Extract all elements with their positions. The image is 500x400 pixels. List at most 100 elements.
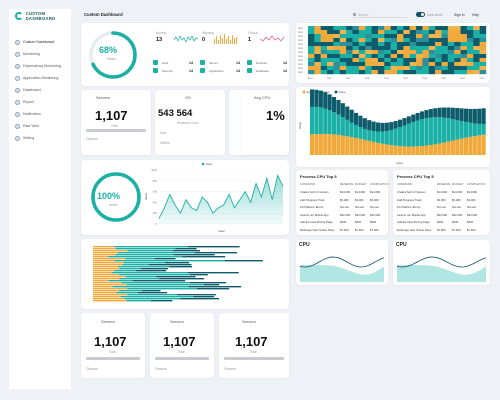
heatmap-cell [365,70,372,75]
heatmap-cell [416,42,423,47]
brand[interactable]: CUSTOM DASHBOARD [15,11,71,21]
heatmap-cell [339,54,347,59]
heatmap-cell [314,70,321,75]
heatmap-cell [339,26,347,31]
table-row[interactable]: Add the New Pricing Page $400 $400 $400 [397,220,485,224]
sign-in-link[interactable]: Sign In [454,13,465,17]
sidebar-item[interactable]: Dependency Monitoring [12,60,70,72]
table-row[interactable]: Launch our Mobile App $32,000 $32,000 $32,0… [300,213,388,217]
bar-segment [371,141,376,155]
stat-foot: Observe [86,137,99,141]
table-row[interactable]: Fix Platform Errors Not set Not set Not set [397,205,485,209]
heatmap-cell [397,54,404,59]
stat-value: 1,107 [163,334,196,349]
table-row[interactable]: Redesign New Online Shop $7,600 $7,600 $7,6… [397,228,485,232]
table-cell: $3,000 [437,197,446,202]
bar-segment [428,117,433,145]
checkbox-icon[interactable] [247,68,252,73]
table-row[interactable]: Chakra Soft UI Version $14,000 $14,000 $14,… [300,190,388,194]
heatmap-cell [314,30,321,35]
heatmap-cell [333,26,340,31]
stat-sub: Total [111,124,118,128]
sidebar-item[interactable]: Report [12,96,70,108]
sidebar-item[interactable]: Notification [12,108,70,120]
checkbox-icon[interactable] [200,68,205,73]
status-label: Status [107,57,117,61]
table-cell: Chakra Soft UI Version [397,190,426,194]
bar-segment [127,288,197,290]
bar-segment [116,292,138,294]
heatmap-cell [441,38,449,43]
table-row[interactable]: Add Progress Track $3,000 $3,000 $3,000 [397,198,485,202]
sidebar-item[interactable]: Raw View [12,120,70,132]
active-gauge [91,172,141,222]
bar-segment [93,280,109,282]
sidebar-item[interactable]: Setting [12,132,70,144]
logo-icon [15,12,23,20]
checkbox-icon[interactable] [200,60,205,65]
table-row[interactable]: Launch our Mobile App $32,000 $32,000 $32,0… [397,213,485,217]
heatmap-cell [454,26,461,31]
search-input[interactable]: Search [353,12,407,18]
dark-mode-toggle[interactable] [416,12,425,17]
help-link[interactable]: Help [472,13,479,17]
bar-segment [93,292,117,294]
process-table-1: Process CPU Top 5 COMMAND RESERVE BUDGET CO… [296,170,389,235]
bar-segment [428,109,433,118]
sidebar-item-label: Monitoring [23,52,40,56]
heatmap-cell [403,34,410,39]
sidebar-item[interactable]: Custom Dashboard [12,36,70,48]
bar-segment [93,248,116,250]
table-cell: $7,600 [437,227,446,232]
checkbox-icon[interactable] [247,60,252,65]
bar-segment [477,108,482,124]
heatmap-col-label: Item [327,77,332,80]
bar-segment [121,282,190,284]
checkbox-icon[interactable] [153,60,158,65]
checkbox-icon[interactable] [153,68,158,73]
heatmap-cell [416,54,423,59]
x-axis-label: Label [218,229,225,233]
heatmap-cell [435,62,442,67]
area-card: 100% Active Value 1000 800 600 400 200 0 Label V… [81,160,289,235]
heatmap-cell [320,46,328,51]
table-cell: Not set [437,205,446,209]
heatmap-cell [435,70,442,75]
bar-segment [93,278,120,280]
table-row[interactable]: Add Progress Track $3,000 $3,000 $3,000 [300,198,388,202]
table-row[interactable]: Add the New Pricing Page $400 $400 $400 [300,220,388,224]
heatmap-cell [454,42,461,47]
table-row[interactable]: Fix Platform Errors Not set Not set Not set [300,205,388,209]
sidebar-item[interactable]: Dashboard [12,84,70,96]
bar-segment [194,252,238,254]
bar-segment [111,272,188,274]
heatmap-col-label: Item [308,77,313,80]
heatmap-cell [377,38,385,43]
stat-title: Servers [96,95,110,100]
column-header: COMMAND [300,182,315,186]
heatmap-cell [377,66,385,71]
cpu-title: CPU [396,242,407,248]
sidebar-item[interactable]: Application Monitoring [12,72,70,84]
y-tick-label: 0 [156,222,158,226]
bar-segment [93,286,113,288]
heatmap-cell [409,34,417,39]
heatmap-cell [327,66,334,71]
heatmap-col-label: Item [384,77,389,80]
heatmap-cell [320,38,328,43]
heatmap-cell [352,54,360,59]
table-row[interactable]: Redesign New Online Shop $7,600 $7,600 $7,6… [300,228,388,232]
bar-segment [115,248,176,250]
heatmap-cell [346,54,353,59]
bar-segment [93,272,112,274]
table-cell: Redesign New Online Shop [300,227,335,232]
bar-segment [314,89,319,107]
heatmap-cell [466,66,474,71]
heatmap-cell [333,38,340,43]
table-row[interactable]: Chakra Soft UI Version $14,000 $14,000 $14,… [397,190,485,194]
bar-segment [402,125,407,147]
sidebar-item[interactable]: Monitoring [12,48,70,60]
heatmap-cell [403,46,410,51]
bar-segment [93,282,122,284]
bar-segment [142,290,161,292]
